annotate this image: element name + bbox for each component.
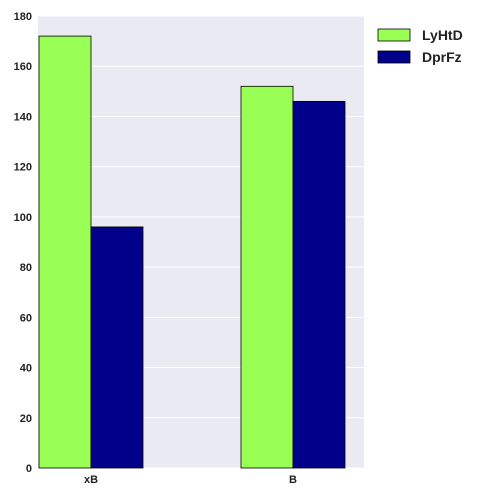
- y-tick-label: 100: [14, 212, 32, 224]
- legend: LyHtD DprFz: [377, 27, 463, 65]
- bar-LyHtD-B: [240, 85, 294, 469]
- y-tick-label: 0: [26, 463, 32, 475]
- bars: [38, 35, 346, 469]
- y-axis-ticks: 0 20 40 60 80 100 120 140 160 180: [14, 11, 32, 475]
- y-tick-label: 80: [20, 262, 32, 274]
- legend-swatch-LyHtD: [377, 28, 411, 42]
- legend-label-LyHtD: LyHtD: [422, 27, 463, 43]
- x-axis-ticks: xB B: [84, 474, 297, 486]
- legend-label-DprFz: DprFz: [422, 49, 462, 65]
- y-tick-label: 40: [20, 363, 32, 375]
- x-tick-label: xB: [84, 474, 98, 486]
- y-tick-label: 180: [14, 11, 32, 23]
- y-tick-label: 140: [14, 111, 32, 123]
- bar-LyHtD-xB: [38, 35, 92, 469]
- x-tick-label: B: [289, 474, 297, 486]
- bar-DprFz-B: [292, 100, 346, 469]
- y-tick-label: 120: [14, 162, 32, 174]
- y-tick-label: 20: [20, 413, 32, 425]
- legend-swatch-DprFz: [377, 50, 411, 64]
- bar-DprFz-xB: [90, 226, 144, 469]
- y-tick-label: 60: [20, 312, 32, 324]
- y-tick-label: 160: [14, 61, 32, 73]
